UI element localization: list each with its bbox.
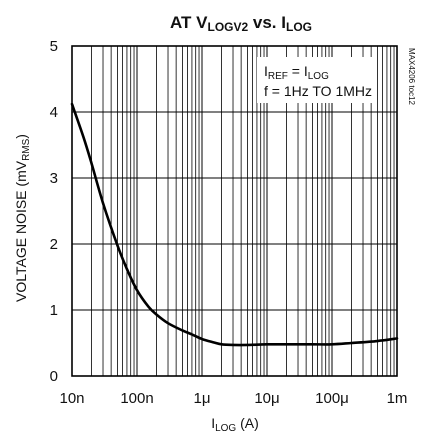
y-tick-label: 3: [50, 170, 58, 187]
x-tick-label: 10n: [59, 390, 84, 407]
annotation-frequency: f = 1Hz TO 1MHz: [264, 83, 372, 99]
y-tick-labels: 0 1 2 3 4 5: [50, 38, 58, 385]
plot-frame: [71, 45, 398, 377]
y-tick-label: 1: [50, 302, 58, 319]
x-tick-labels: 10n 100n 1μ 10μ 100μ 1m: [59, 390, 407, 407]
annotation-iref: IREF = ILOG: [264, 63, 329, 82]
toc-code: MAX4206 toc12: [407, 48, 416, 105]
chart-title: AT VLOGV2 vs. ILOG: [170, 13, 312, 34]
y-tick-label: 0: [50, 368, 58, 385]
x-tick-label: 1m: [387, 390, 408, 407]
annotation-box: [257, 57, 375, 103]
y-tick-label: 4: [50, 104, 58, 121]
x-tick-label: 100n: [120, 390, 153, 407]
y-tick-label: 2: [50, 236, 58, 253]
x-axis-label: ILOG (A): [211, 415, 259, 434]
x-tick-label: 1μ: [194, 390, 211, 407]
y-tick-label: 5: [50, 38, 58, 55]
series-layer: [70, 102, 399, 347]
y-axis-label: VOLTAGE NOISE (mVRMS): [13, 134, 32, 302]
x-tick-label: 100μ: [315, 390, 349, 407]
voltage-noise-series-line: [70, 102, 399, 347]
x-tick-label: 10μ: [254, 390, 279, 407]
